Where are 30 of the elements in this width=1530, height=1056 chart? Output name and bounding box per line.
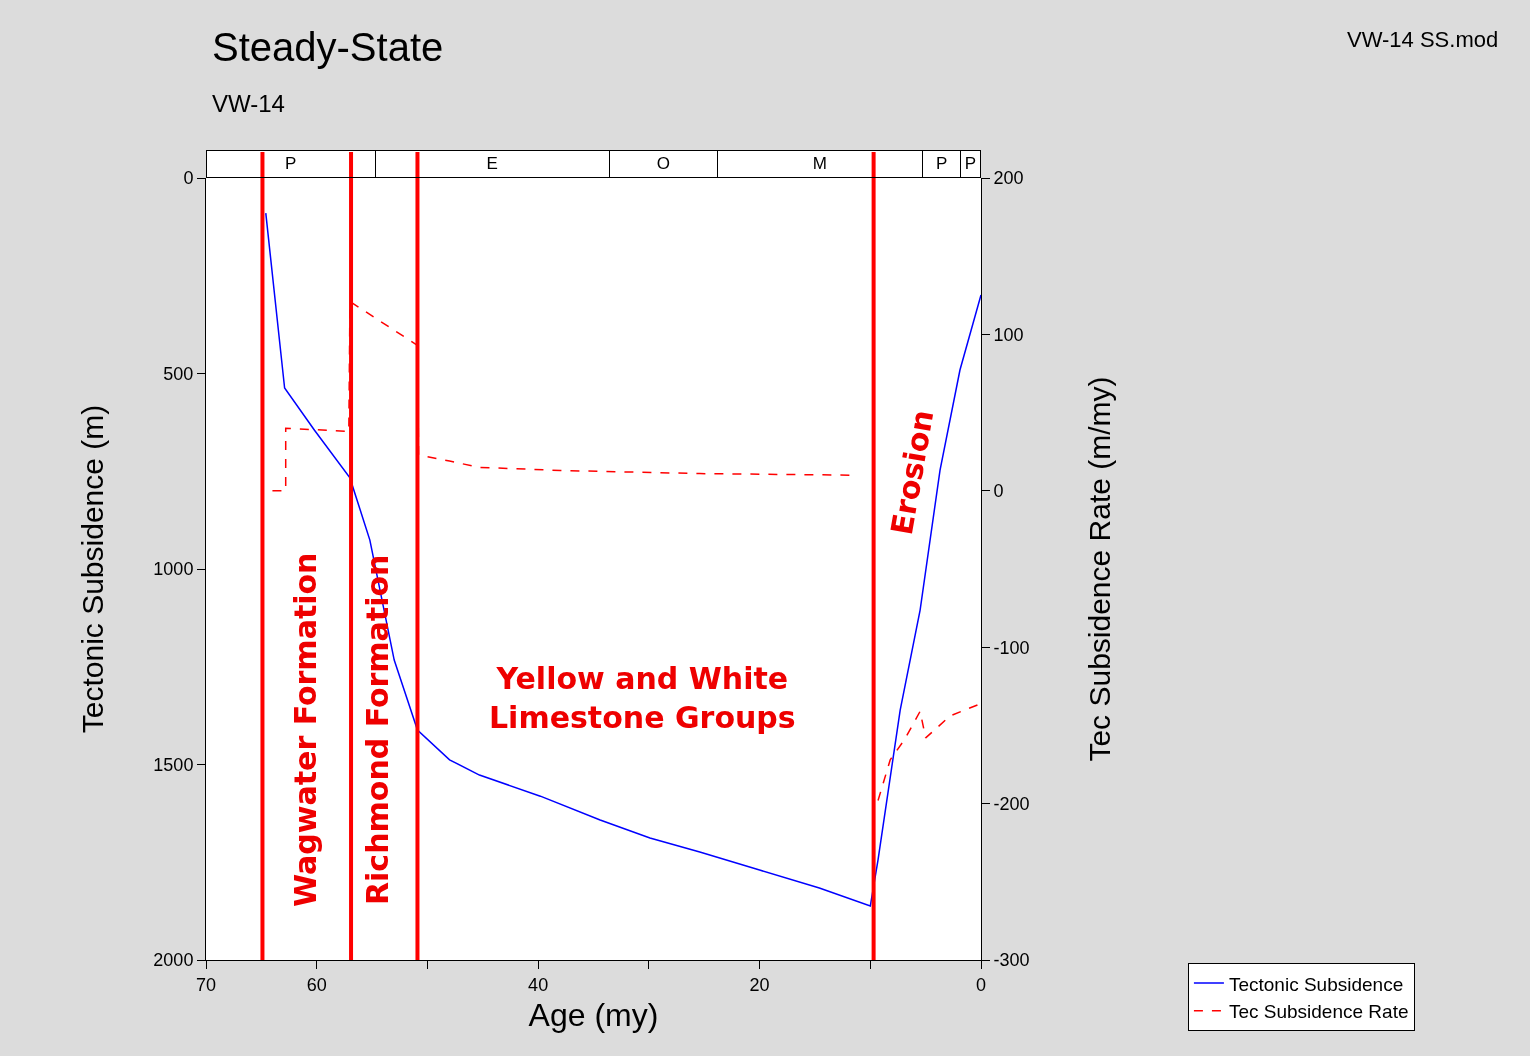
- x-tick-label: 40: [528, 974, 549, 995]
- legend-label: Tectonic Subsidence: [1228, 973, 1404, 995]
- y-tick-label: 500: [163, 363, 194, 384]
- y2-tick-label: -200: [993, 793, 1030, 814]
- y-tick-label: 1000: [153, 559, 194, 580]
- y2-tick-label: -100: [993, 637, 1030, 658]
- annotation: Erosion: [883, 407, 941, 538]
- y2-tick-label: 100: [993, 324, 1024, 345]
- line-series: [265, 212, 981, 907]
- y-tick-label: 1500: [153, 754, 194, 775]
- annotation: Yellow and White Limestone Groups: [489, 661, 796, 735]
- x-axis-title: Age (my): [528, 997, 659, 1034]
- x-tick-label: 70: [195, 974, 217, 995]
- y2-tick-label: 0: [993, 481, 1004, 502]
- y2-tick-label: -300: [993, 950, 1030, 971]
- legend-label: Tec Subsidence Rate: [1228, 1001, 1409, 1023]
- y2-axis-title: Tec Subsidence Rate (m/my): [1083, 376, 1117, 762]
- y-tick-label: 0: [183, 168, 194, 189]
- y-tick-label: 2000: [153, 950, 194, 971]
- chart-title: Steady-State: [212, 25, 444, 69]
- x-tick-label: 20: [749, 974, 770, 995]
- y-axis-title: Tectonic Subsidence (m): [76, 404, 110, 734]
- annotation: Wagwater Formation: [288, 552, 324, 907]
- x-tick-label: 60: [306, 974, 327, 995]
- chart-subtitle: VW-14: [212, 90, 285, 117]
- timescale-strip: P E O M P P: [206, 150, 981, 178]
- x-tick-label: 0: [975, 974, 987, 995]
- text: VW-14 SS.mod: [1347, 27, 1499, 52]
- y2-tick-label: 200: [993, 168, 1024, 189]
- annotation: Richmond Formation: [360, 554, 396, 906]
